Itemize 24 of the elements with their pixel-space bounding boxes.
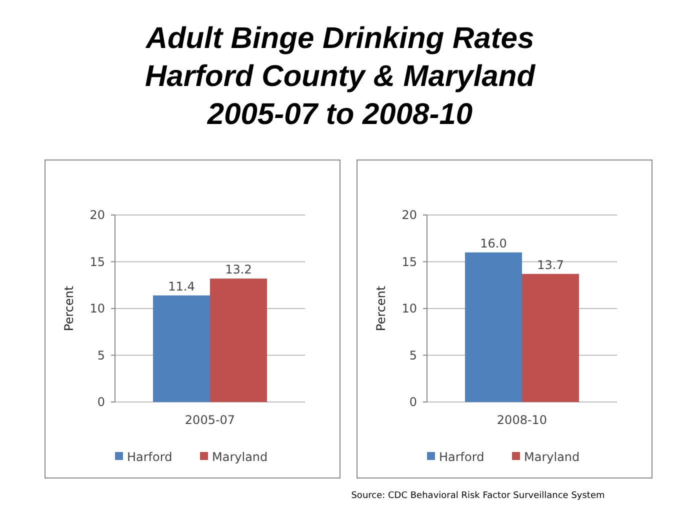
y-tick-label: 0 [97,395,105,410]
legend-label: Harford [127,450,172,464]
y-axis-title: Percent [374,286,388,332]
legend-label: Harford [439,450,484,464]
y-tick-label: 20 [90,208,105,222]
y-tick-label: 10 [402,302,417,316]
data-label: 16.0 [480,236,507,250]
x-tick-label: 2008-10 [496,413,548,427]
y-tick-label: 15 [90,254,105,269]
y-tick-label: 5 [409,348,417,362]
data-label: 13.7 [537,258,564,272]
source-note: Source: CDC Behavioral Risk Factor Surveillance System [351,491,605,501]
text: Adult Binge Drinking Rates Harford County & Maryland 2005-07 to 2008-10 [144,22,536,131]
y-tick-label: 5 [97,348,105,362]
y-axis-title: Percent [62,286,76,332]
y-tick-label: 20 [402,208,417,222]
y-tick-label: 15 [402,254,417,269]
data-label: 11.4 [168,279,195,294]
legend-label: Maryland [524,450,580,464]
y-tick-label: 0 [409,395,417,410]
y-tick-label: 10 [90,302,105,316]
legend-label: Maryland [212,450,268,464]
data-label: 13.2 [225,262,252,277]
x-tick-label: 2005-07 [184,413,236,427]
